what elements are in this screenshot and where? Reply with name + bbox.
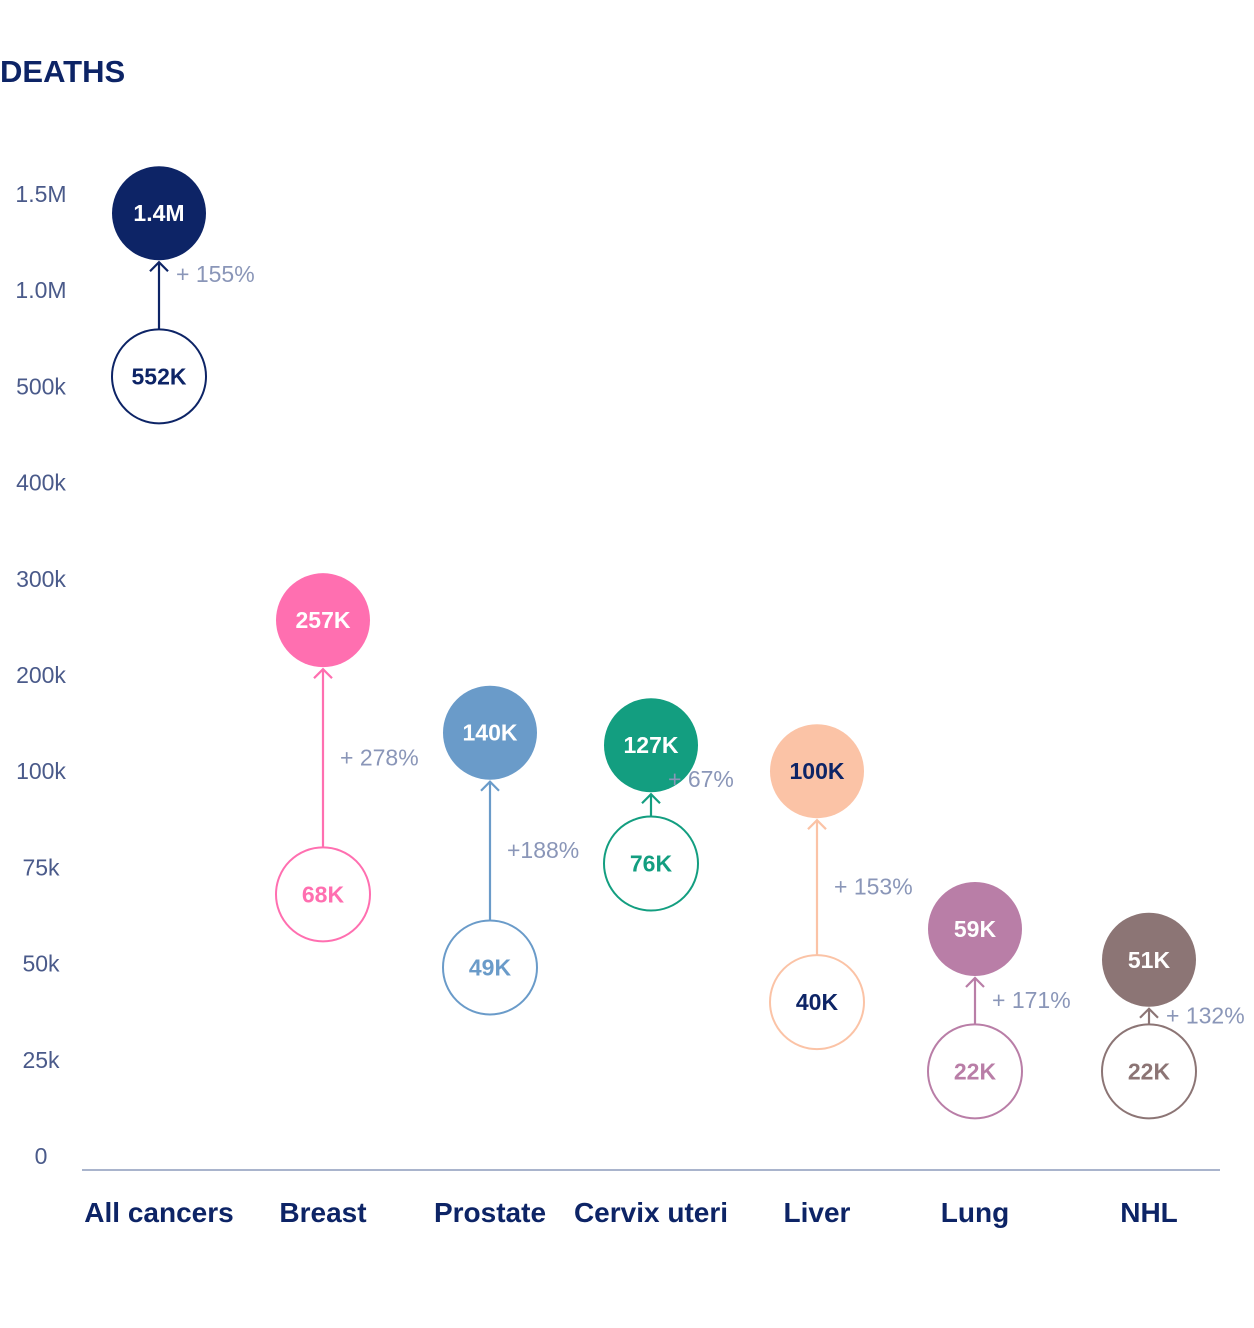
- category-label: Prostate: [434, 1197, 546, 1228]
- change-arrow-head: [1139, 1007, 1159, 1019]
- category-label: Breast: [279, 1197, 366, 1228]
- change-label: + 155%: [176, 261, 255, 287]
- bubble-end: [1102, 912, 1196, 1007]
- bubble-end-label: 100K: [790, 758, 845, 784]
- bubble-start: [769, 954, 865, 1051]
- bubble-end-label: 140K: [463, 720, 518, 746]
- bubble-start: [275, 846, 371, 943]
- bubble-end: [276, 573, 370, 668]
- change-arrow-head: [641, 792, 661, 805]
- y-tick-label: 100k: [16, 758, 66, 784]
- category-label: All cancers: [84, 1197, 233, 1228]
- bubble-end: [112, 166, 206, 261]
- change-label: +188%: [507, 837, 579, 863]
- bubble-start: [111, 328, 207, 425]
- category-label: Lung: [941, 1197, 1009, 1228]
- bubble-end-label: 51K: [1128, 947, 1171, 973]
- chart-title: DEATHS: [0, 54, 125, 89]
- bubble-end: [604, 698, 698, 793]
- bubble-end-label: 59K: [954, 916, 997, 942]
- change-arrow-head: [313, 667, 333, 679]
- bubble-end: [443, 685, 537, 780]
- y-tick-label: 0: [35, 1143, 48, 1169]
- bubble-start-label: 68K: [302, 881, 345, 907]
- bubble-start-label: 49K: [469, 954, 512, 980]
- y-axis: 1.5M 1.0M 500k 400k 300k 200k 100k 75k 50k 25k 0: [15, 181, 66, 1169]
- bubble-start: [603, 815, 699, 912]
- bubble-end: [770, 724, 864, 819]
- bubble-start: [1101, 1023, 1197, 1120]
- y-tick-label: 300k: [16, 566, 66, 592]
- bubble-start-label: 40K: [796, 989, 839, 1015]
- y-tick-label: 200k: [16, 662, 66, 688]
- bubble-end-label: 1.4M: [133, 200, 184, 226]
- bubble-start: [442, 919, 538, 1016]
- change-arrow-head: [149, 260, 169, 273]
- bubbles: 552K 1.4M 68K 257K 49K 140K 76K 127K 40K 100K 22K 5…: [111, 166, 1197, 1120]
- bubble-start-label: 76K: [630, 851, 673, 877]
- y-tick-label: 400k: [16, 470, 66, 496]
- category-label: Liver: [784, 1197, 851, 1228]
- bubble-end-label: 127K: [624, 732, 679, 758]
- y-tick-label: 75k: [22, 854, 60, 880]
- y-tick-label: 25k: [22, 1047, 60, 1073]
- category-label: NHL: [1120, 1197, 1178, 1228]
- bubble-end-label: 257K: [296, 607, 351, 633]
- bubble-start: [927, 1023, 1023, 1120]
- y-tick-label: 500k: [16, 373, 66, 399]
- change-label: + 171%: [992, 987, 1071, 1013]
- bubble-start-label: 552K: [132, 363, 187, 389]
- y-tick-label: 1.0M: [15, 277, 66, 303]
- y-tick-label: 50k: [22, 951, 60, 977]
- change-arrows: [149, 260, 1159, 1025]
- category-label: Cervix uteri: [574, 1197, 728, 1228]
- x-axis: All cancers Breast Prostate Cervix uteri Liv…: [84, 1197, 1177, 1228]
- change-label: + 278%: [340, 744, 419, 770]
- change-label: + 67%: [668, 766, 734, 792]
- change-labels: + 155% + 278% +188% + 67% + 153% + 171% + 132%: [176, 261, 1245, 1028]
- change-arrow-head: [480, 780, 500, 792]
- change-arrow-head: [965, 976, 985, 988]
- bubble-end: [928, 881, 1022, 976]
- change-label: + 153%: [834, 874, 913, 900]
- change-arrow-head: [807, 818, 827, 830]
- y-tick-label: 1.5M: [15, 181, 66, 207]
- bubble-start-label: 22K: [1128, 1058, 1171, 1084]
- bubble-start-label: 22K: [954, 1058, 997, 1084]
- change-label: + 132%: [1166, 1003, 1245, 1029]
